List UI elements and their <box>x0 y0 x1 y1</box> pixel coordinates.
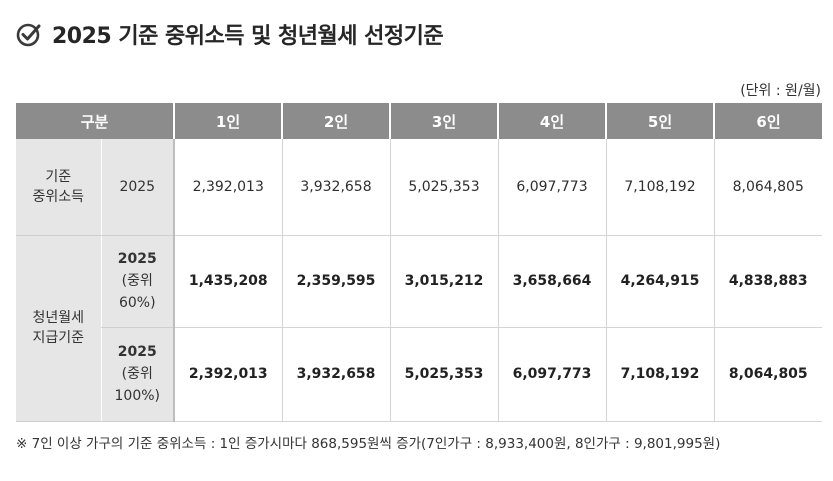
table-cell: 3,658,664 <box>497 235 607 328</box>
table-cell: 2,392,013 <box>173 139 283 236</box>
rent-row-100-label: 2025 (중위 100%) <box>100 327 175 422</box>
rent-support-label: 청년월세 지급기준 <box>16 235 101 422</box>
table-cell: 3,015,212 <box>389 235 499 328</box>
table-cell: 6,097,773 <box>497 139 607 236</box>
table-cell: 5,025,353 <box>389 139 499 236</box>
header-3person: 3인 <box>389 103 499 139</box>
table-row: 2025 (중위 100%) 2,392,013 3,932,658 5,025… <box>16 327 823 422</box>
table-header-row: 구분 1인 2인 3인 4인 5인 6인 <box>16 103 823 139</box>
table-cell: 4,838,883 <box>713 235 823 328</box>
income-table: 구분 1인 2인 3인 4인 5인 6인 기준 중위소득 2025 2,392,… <box>16 103 823 422</box>
table-row: 청년월세 지급기준 2025 (중위 60%) 1,435,208 2,359,… <box>16 235 823 422</box>
unit-note: (단위 : 원/월) <box>740 83 821 99</box>
header-4person: 4인 <box>497 103 607 139</box>
table-cell: 2,359,595 <box>281 235 391 328</box>
table-cell: 8,064,805 <box>713 327 823 422</box>
rent-row-60-label: 2025 (중위 60%) <box>100 235 175 328</box>
title-row: 2025 기준 중위소득 및 청년월세 선정기준 <box>14 18 444 50</box>
header-category: 구분 <box>16 103 175 139</box>
table-row: 기준 중위소득 2025 2,392,013 3,932,658 5,025,3… <box>16 139 823 236</box>
table-cell: 2,392,013 <box>173 327 283 422</box>
table-cell: 1,435,208 <box>173 235 283 328</box>
median-income-year: 2025 <box>100 139 175 236</box>
header-5person: 5인 <box>605 103 715 139</box>
median-income-label: 기준 중위소득 <box>16 139 101 236</box>
footnote: ※ 7인 이상 가구의 기준 중위소득 : 1인 증가시마다 868,595원씩… <box>16 436 721 452</box>
table-cell: 3,932,658 <box>281 327 391 422</box>
table-cell: 7,108,192 <box>605 139 715 236</box>
header-2person: 2인 <box>281 103 391 139</box>
page-title: 2025 기준 중위소득 및 청년월세 선정기준 <box>52 24 444 49</box>
header-1person: 1인 <box>173 103 283 139</box>
table-cell: 5,025,353 <box>389 327 499 422</box>
header-6person: 6인 <box>713 103 823 139</box>
check-circle-icon <box>14 19 44 49</box>
table-cell: 3,932,658 <box>281 139 391 236</box>
table-cell: 8,064,805 <box>713 139 823 236</box>
table-cell: 6,097,773 <box>497 327 607 422</box>
table-cell: 4,264,915 <box>605 235 715 328</box>
table-cell: 7,108,192 <box>605 327 715 422</box>
